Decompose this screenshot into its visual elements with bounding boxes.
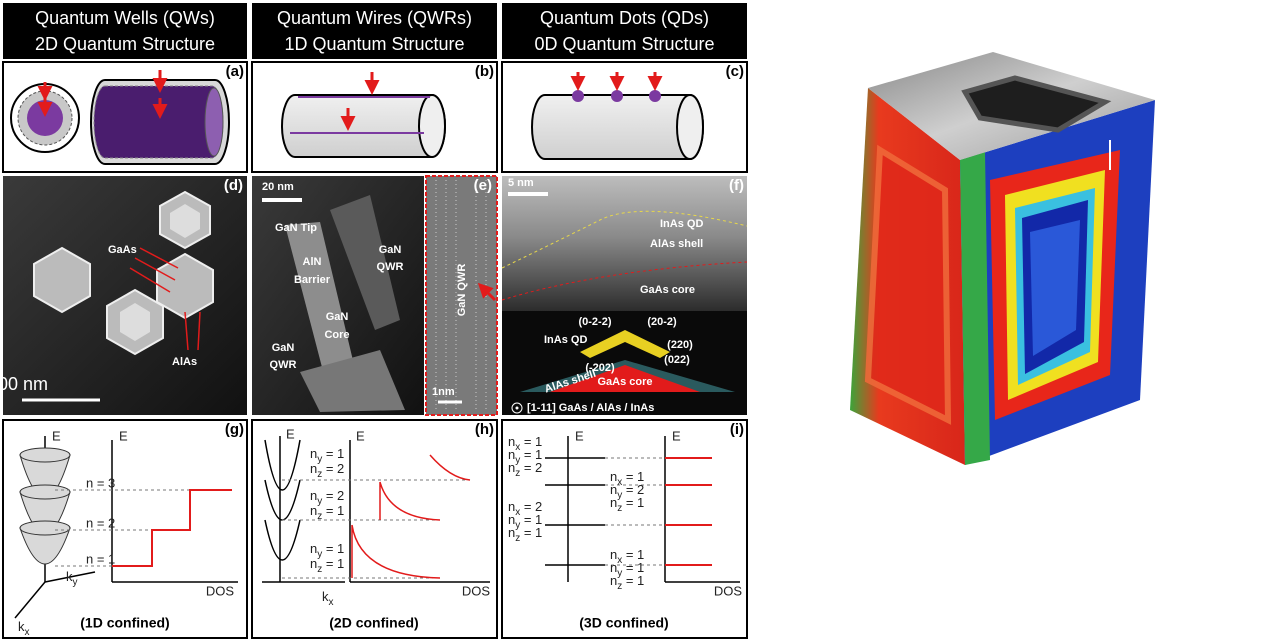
structure-label: GaN — [379, 244, 402, 256]
scale-bar-label: 100 nm — [0, 374, 48, 394]
label-part: n — [310, 446, 317, 461]
label-part: = 1 — [322, 556, 344, 571]
label-part: = 1 — [622, 495, 644, 510]
label-part: = 1 — [322, 503, 344, 518]
panel-label: (i) — [730, 421, 744, 438]
panel-label: (d) — [224, 177, 243, 194]
label-part: = 2 — [322, 488, 344, 503]
schematic-label: GaAs core — [597, 376, 652, 388]
label-part: = 1 — [322, 446, 344, 461]
column-title: 0D Quantum Structure — [534, 34, 714, 54]
label-part: = 1 — [622, 573, 644, 588]
label-part: n — [508, 460, 515, 475]
axis-label: DOS — [462, 583, 491, 598]
label-part: x — [25, 627, 30, 638]
axis-label: E — [672, 428, 681, 443]
label-part: = 2 — [520, 460, 542, 475]
caption: (3D confined) — [579, 615, 668, 631]
material-label: GaAs — [108, 244, 137, 256]
label-part: n — [508, 525, 515, 540]
column-title: Quantum Wires (QWRs) — [277, 8, 472, 28]
panel-label: (g) — [225, 421, 244, 438]
label-part: = 1 — [520, 525, 542, 540]
plane-label: (022) — [664, 354, 690, 366]
axis-label: E — [356, 428, 365, 443]
column-title: Quantum Dots (QDs) — [540, 8, 709, 28]
label-part: = 2 — [322, 461, 344, 476]
level-label: n = 2 — [86, 515, 115, 530]
panel-label: (f) — [729, 177, 744, 194]
panel-label: (e) — [474, 177, 492, 194]
structure-label: Core — [324, 329, 349, 341]
plane-label: (0-2-2) — [578, 316, 611, 328]
panel-label: (h) — [475, 421, 494, 438]
figure: Quantum Wells (QWs) 2D Quantum Structure Q… — [0, 0, 1267, 641]
label-part: n — [310, 503, 317, 518]
panel-label: (b) — [475, 63, 494, 80]
label-part: x — [329, 597, 334, 608]
structure-label: QWR — [270, 359, 297, 371]
axis-label: E — [286, 426, 295, 441]
layer-label: GaAs core — [640, 284, 695, 296]
label-part: n — [310, 541, 317, 556]
column-title: 2D Quantum Structure — [35, 34, 215, 54]
axis-label: DOS — [206, 583, 235, 598]
structure-label: AlN — [303, 256, 322, 268]
scale-bar-label: 1nm — [432, 386, 455, 398]
schematic-label: InAs QD — [544, 334, 587, 346]
level-label: n = 3 — [86, 475, 115, 490]
label-part: n — [310, 488, 317, 503]
scale-bar-label: 20 nm — [262, 181, 294, 193]
structure-label: GaN QWR — [456, 264, 468, 317]
label-part: n — [310, 556, 317, 571]
structure-label: GaN — [326, 311, 349, 323]
column-title: Quantum Wells (QWs) — [35, 8, 215, 28]
label-part: n — [610, 495, 617, 510]
level-label: n = 1 — [86, 551, 115, 566]
label-part: = 1 — [322, 541, 344, 556]
panel-label: (a) — [226, 63, 244, 80]
layer-label: InAs QD — [660, 218, 703, 230]
axis-label: DOS — [714, 583, 743, 598]
caption: (2D confined) — [329, 615, 418, 631]
axis-label: E — [575, 428, 584, 443]
label-part: n — [610, 573, 617, 588]
label-part: y — [73, 577, 78, 588]
axis-label: E — [52, 428, 61, 443]
caption: (1D confined) — [80, 615, 169, 631]
axis-label: E — [119, 428, 128, 443]
panel-label: (c) — [726, 63, 744, 80]
column-title: 1D Quantum Structure — [284, 34, 464, 54]
structure-label: GaN Tip — [275, 222, 317, 234]
structure-label: Barrier — [294, 274, 331, 286]
structure-label: GaN — [272, 342, 295, 354]
plane-label: (220) — [667, 339, 693, 351]
label-part: n — [310, 461, 317, 476]
scale-bar-label: 5 nm — [508, 177, 534, 189]
structure-label: QWR — [377, 261, 404, 273]
layer-label: AlAs shell — [650, 238, 703, 250]
material-label: AlAs — [172, 356, 197, 368]
plane-label: (20-2) — [647, 316, 677, 328]
schematic-label: [1-11] GaAs / AlAs / InAs — [527, 402, 654, 414]
